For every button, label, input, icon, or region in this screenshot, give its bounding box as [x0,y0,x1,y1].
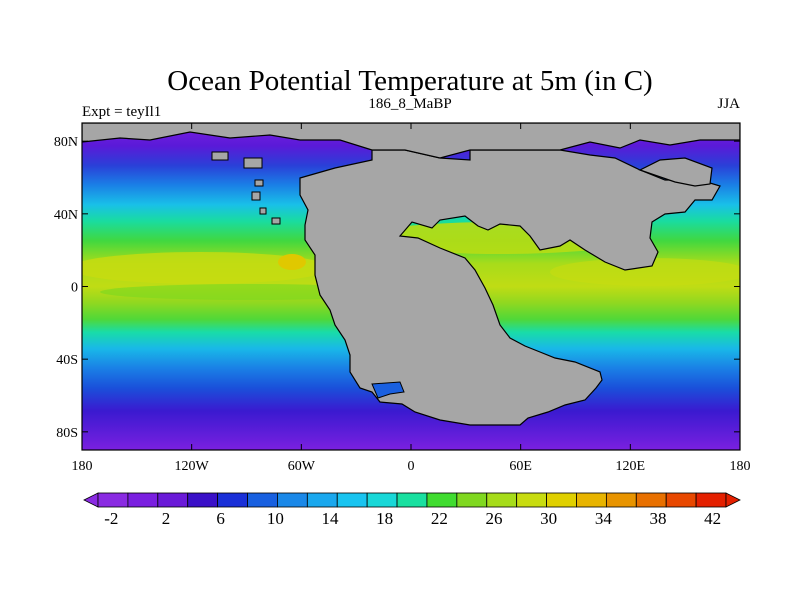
colorbar-label: -2 [104,509,118,528]
hot-spot [278,254,306,270]
colorbar-box [187,492,219,508]
colorbar-box [366,492,398,508]
colorbar-box [486,492,518,508]
lon-tick-label: 180 [730,459,751,474]
lon-tick-label: 60W [288,459,316,474]
colorbar-box [127,492,159,508]
colorbar-box [277,492,308,508]
colorbar-box [97,492,129,508]
colorbar-box [516,492,547,508]
colorbar-right-triangle [725,492,741,508]
longitude-axis: 180 120W 60W 0 60E 120E 180 [72,123,751,474]
colorbar-box [336,492,368,508]
colorbar-label: 10 [267,509,284,528]
island [259,207,267,215]
colorbar-label: 38 [650,509,667,528]
colorbar-label: 18 [376,509,393,528]
colorbar-box [546,492,577,508]
colorbar-label: 30 [540,509,557,528]
colorbar-label: 2 [162,509,171,528]
colorbar: -2 2 6 10 14 18 22 26 30 34 38 42 [83,492,741,528]
map-plot-area [82,123,740,450]
lon-tick-label: 120W [175,459,210,474]
lat-tick-label: 40S [56,353,78,368]
colorbar-box [426,492,458,508]
island [271,217,281,225]
colorbar-box [635,492,667,508]
colorbar-label: 22 [431,509,448,528]
age-label: 186_8_MaBP [368,96,451,112]
island [211,151,229,161]
island [254,179,264,187]
lon-tick-label: 120E [616,459,646,474]
colorbar-label: 34 [595,509,613,528]
warm-pool-west [82,252,330,284]
colorbar-box [247,492,278,508]
lon-tick-label: 180 [72,459,93,474]
island [243,157,263,169]
lon-tick-label: 0 [408,459,415,474]
colorbar-box [396,492,428,508]
colorbar-box [576,492,607,508]
land-north-asia-blob [638,157,713,187]
colorbar-box [157,492,189,508]
colorbar-box [665,492,697,508]
colorbar-label: 14 [322,509,340,528]
colorbar-box [217,492,248,508]
colorbar-box [605,492,637,508]
lat-tick-label: 80S [56,426,78,441]
warm-pool-east [550,258,740,286]
lat-tick-label: 0 [71,281,78,296]
colorbar-label: 6 [216,509,225,528]
colorbar-box [456,492,488,508]
land-north-polar [82,123,740,159]
inland-sea [371,381,405,399]
map-title: Ocean Potential Temperature at 5m (in C) [167,65,652,97]
island [251,191,261,201]
colorbar-left-triangle [83,492,99,508]
lat-tick-label: 80N [54,135,78,150]
season-label: JJA [717,96,740,112]
colorbar-box [306,492,338,508]
lat-tick-label: 40N [54,208,78,223]
lon-tick-label: 60E [509,459,532,474]
colorbar-box [695,492,727,508]
colorbar-label: 42 [704,509,721,528]
colorbar-label: 26 [486,509,503,528]
latitude-axis: 80N 40N 0 40S 80S [54,135,740,441]
experiment-label: Expt = teyIl1 [82,104,161,120]
